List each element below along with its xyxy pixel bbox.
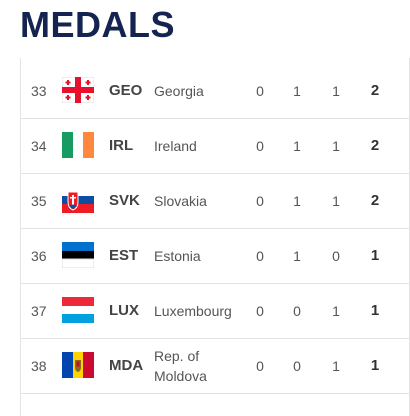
flag-icon bbox=[62, 77, 94, 103]
bronze-count: 1 bbox=[332, 302, 340, 319]
rank: 33 bbox=[31, 82, 47, 99]
silver-count: 1 bbox=[293, 82, 301, 99]
flag-icon bbox=[62, 297, 94, 323]
silver-count: 1 bbox=[293, 247, 301, 264]
country-name: Rep. of Moldova bbox=[154, 347, 207, 384]
country-code: MDA bbox=[109, 357, 144, 374]
country-code: GEO bbox=[109, 82, 143, 99]
page-title: MEDALS bbox=[20, 4, 175, 45]
silver-count: 0 bbox=[293, 357, 301, 374]
country-name: Georgia bbox=[154, 82, 204, 99]
bronze-count: 0 bbox=[332, 247, 340, 264]
bronze-count: 1 bbox=[332, 82, 340, 99]
gold-count: 0 bbox=[256, 247, 264, 264]
country-name: Slovakia bbox=[154, 192, 207, 209]
country-code: IRL bbox=[109, 137, 134, 154]
table-row: 33 GEO Georgia 0 1 1 2 bbox=[20, 63, 409, 119]
table-row: 34 IRL Ireland 0 1 1 2 bbox=[20, 118, 409, 174]
table-row: 37 LUX Luxembourg 0 0 1 1 bbox=[20, 283, 409, 339]
flag-icon bbox=[62, 352, 94, 378]
total-count: 2 bbox=[370, 192, 380, 209]
total-count: 2 bbox=[370, 137, 380, 154]
gold-count: 0 bbox=[256, 82, 264, 99]
bronze-count: 1 bbox=[332, 357, 340, 374]
flag-icon bbox=[62, 242, 94, 268]
table-row: 36 EST Estonia 0 1 0 1 bbox=[20, 228, 409, 284]
bronze-count: 1 bbox=[332, 137, 340, 154]
country-name: Luxembourg bbox=[154, 302, 232, 319]
silver-count: 1 bbox=[293, 192, 301, 209]
total-count: 1 bbox=[370, 247, 380, 264]
gold-count: 0 bbox=[256, 137, 264, 154]
silver-count: 0 bbox=[293, 302, 301, 319]
country-name: Estonia bbox=[154, 247, 201, 264]
country-code: LUX bbox=[109, 302, 139, 319]
flag-icon bbox=[62, 187, 94, 213]
table-row: 38 MDA Rep. of Moldova 0 0 1 1 bbox=[20, 338, 409, 394]
rank: 36 bbox=[31, 247, 47, 264]
country-name: Ireland bbox=[154, 137, 197, 154]
gold-count: 0 bbox=[256, 357, 264, 374]
flag-icon bbox=[62, 132, 94, 158]
rank: 37 bbox=[31, 302, 47, 319]
rank: 34 bbox=[31, 137, 47, 154]
total-count: 1 bbox=[370, 302, 380, 319]
country-code: SVK bbox=[109, 192, 140, 209]
gold-count: 0 bbox=[256, 302, 264, 319]
bronze-count: 1 bbox=[332, 192, 340, 209]
rank: 38 bbox=[31, 357, 47, 374]
gold-count: 0 bbox=[256, 192, 264, 209]
rank: 35 bbox=[31, 192, 47, 209]
silver-count: 1 bbox=[293, 137, 301, 154]
total-count: 2 bbox=[370, 82, 380, 99]
country-code: EST bbox=[109, 247, 139, 264]
table-row: 35 SVK Slovakia 0 1 1 2 bbox=[20, 173, 409, 229]
total-count: 1 bbox=[370, 357, 380, 374]
